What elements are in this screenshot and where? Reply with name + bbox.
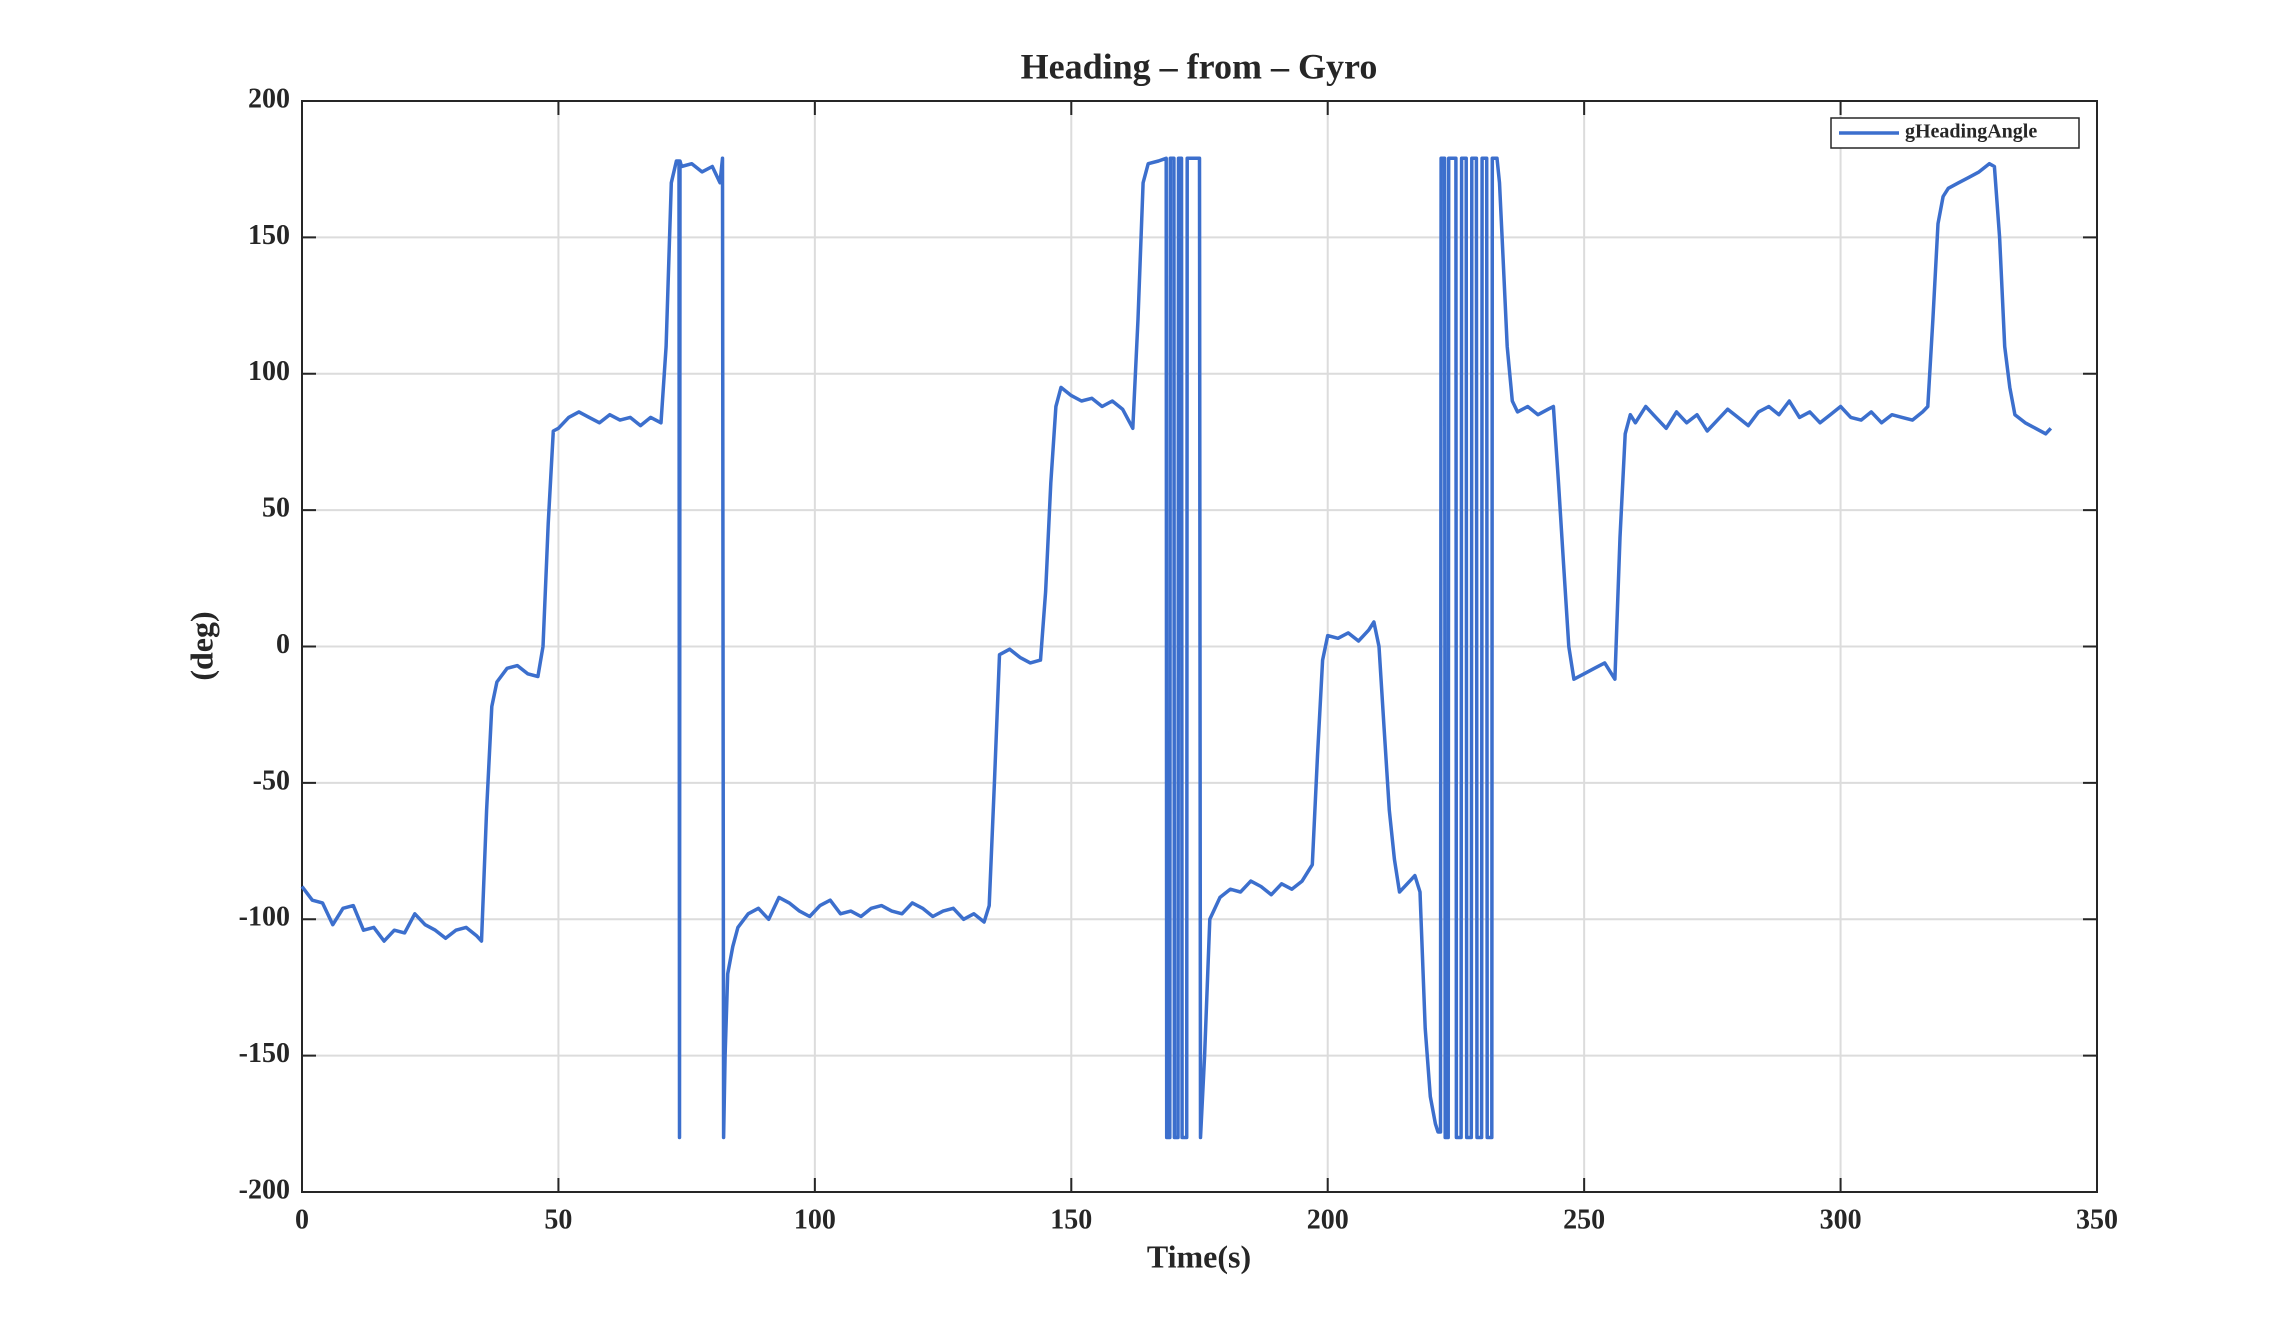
plot-frame bbox=[301, 100, 2098, 1193]
y-tick-label: 0 bbox=[276, 629, 290, 660]
y-tick-label: -100 bbox=[239, 902, 290, 933]
x-tick-label: 300 bbox=[1820, 1204, 1862, 1235]
y-tick-label: 50 bbox=[262, 493, 290, 524]
y-tick-label: 100 bbox=[248, 356, 290, 387]
x-tick-label: 150 bbox=[1050, 1204, 1092, 1235]
x-tick-label: 250 bbox=[1563, 1204, 1605, 1235]
x-tick-label: 50 bbox=[544, 1204, 572, 1235]
x-tick-label: 100 bbox=[794, 1204, 836, 1235]
y-tick-label: 150 bbox=[248, 220, 290, 251]
data-line bbox=[300, 156, 2053, 1140]
legend-label: gHeadingAngle bbox=[1905, 121, 2037, 143]
y-tick-label: 200 bbox=[248, 83, 290, 114]
x-tick-label: 0 bbox=[295, 1204, 309, 1235]
y-tick-label: -50 bbox=[253, 765, 290, 796]
x-tick-label: 350 bbox=[2076, 1204, 2118, 1235]
y-tick-label: -200 bbox=[239, 1174, 290, 1205]
x-axis-label: Time(s) bbox=[1147, 1238, 1251, 1274]
y-tick-label: -150 bbox=[239, 1038, 290, 1069]
x-tick-label: 200 bbox=[1307, 1204, 1349, 1235]
y-axis-label: (deg) bbox=[183, 611, 219, 680]
chart-title: Heading – from – Gyro bbox=[1021, 46, 1378, 86]
